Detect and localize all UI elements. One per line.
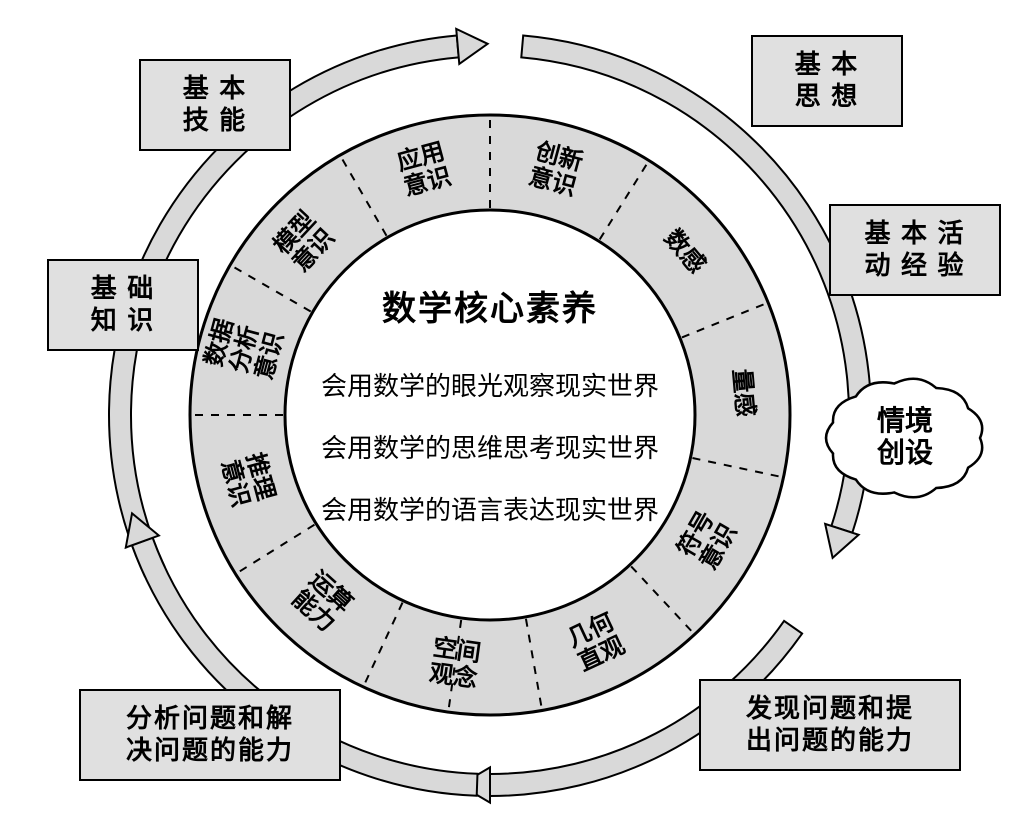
box-label: 技 能 [183, 105, 248, 135]
box-analyze-solve: 分析问题和解决问题的能力 [80, 690, 340, 780]
arrowhead-icon [456, 29, 487, 64]
center-line: 会用数学的语言表达现实世界 [321, 496, 659, 525]
box-basic-experience: 基 本 活动 经 验 [830, 205, 1000, 295]
cloud-label: 情境 [877, 405, 933, 437]
box-label: 基 本 [795, 50, 860, 79]
box-label: 知 识 [91, 306, 156, 335]
inner-ring-inner-circle [285, 210, 695, 620]
box-label: 发现问题和提 [745, 693, 914, 723]
diagram-root: 创新意识数感量感符号意识几何直观空间观念运算能力推理意识数据分析意识模型意识应用… [0, 0, 1023, 825]
center-line: 会用数学的思维思考现实世界 [321, 434, 659, 463]
box-label: 基 础 [91, 274, 156, 303]
inner-ring: 创新意识数感量感符号意识几何直观空间观念运算能力推理意识数据分析意识模型意识应用… [190, 115, 790, 715]
box-discover-pose: 发现问题和提出问题的能力 [700, 680, 960, 770]
ring-segment-label: 量感 [728, 368, 760, 418]
ring-segment-label: 空间观念 [428, 632, 483, 692]
center-line: 会用数学的眼光观察现实世界 [321, 372, 659, 401]
center-title: 数学核心素养 [382, 289, 598, 328]
box-label: 动 经 验 [864, 250, 965, 280]
cloud-label: 创设 [876, 437, 933, 469]
box-basic-knowledge: 基 础知 识 [48, 260, 198, 350]
box-label: 分析问题和解 [126, 704, 294, 733]
box-label: 出问题的能力 [746, 725, 914, 755]
box-label: 基 本 [183, 74, 248, 103]
box-label: 决问题的能力 [126, 735, 294, 765]
box-basic-skills: 基 本技 能 [140, 60, 290, 150]
box-basic-thought: 基 本思 想 [752, 36, 902, 126]
box-label: 思 想 [795, 82, 860, 111]
box-label: 基 本 活 [864, 219, 965, 248]
